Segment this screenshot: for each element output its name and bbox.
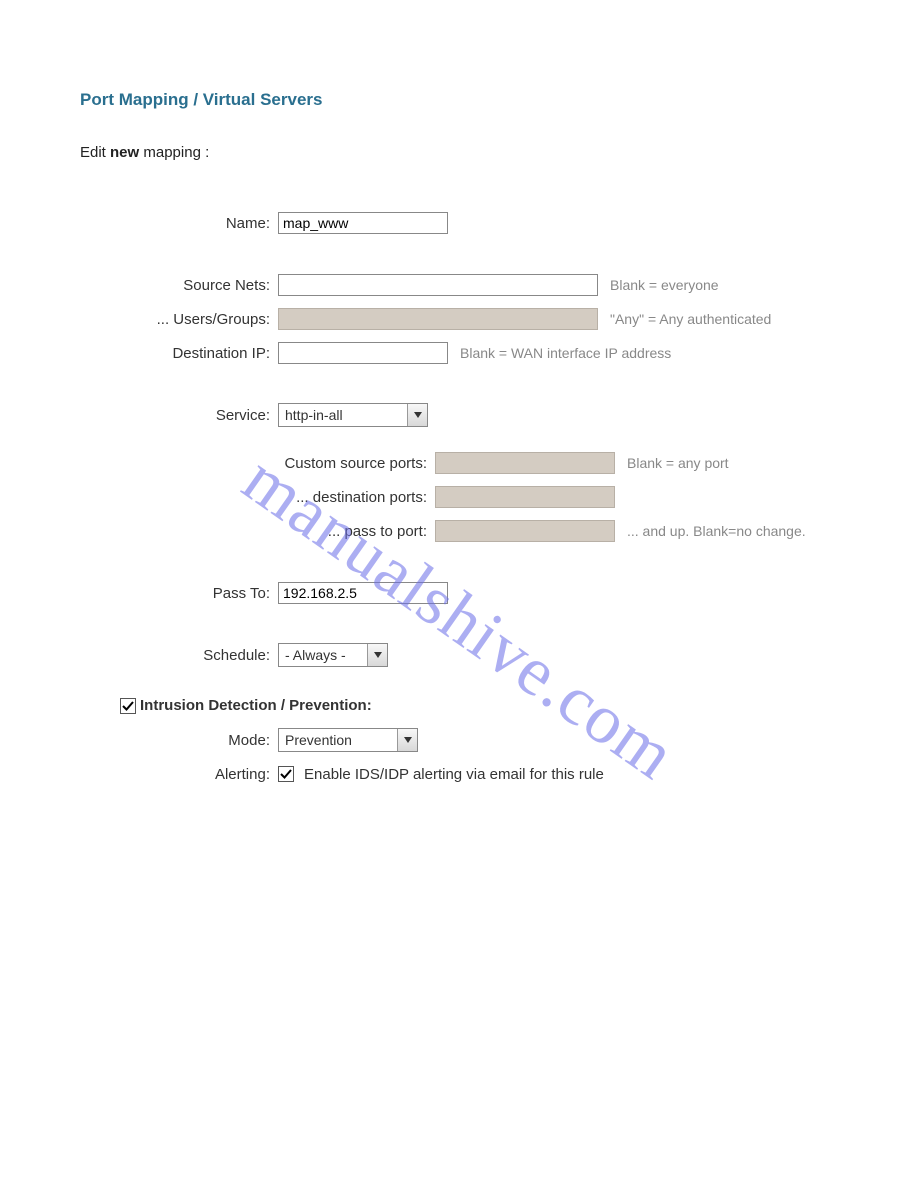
pass-to-port-input	[435, 520, 615, 542]
source-nets-input[interactable]	[278, 274, 598, 296]
alerting-label: Alerting:	[80, 766, 278, 783]
edit-subtitle: Edit new mapping :	[80, 144, 838, 161]
source-nets-hint: Blank = everyone	[610, 277, 719, 293]
subtitle-prefix: Edit	[80, 144, 110, 161]
custom-source-ports-label: Custom source ports:	[80, 455, 435, 472]
pass-to-port-hint: ... and up. Blank=no change.	[627, 523, 806, 539]
idp-section-heading: Intrusion Detection / Prevention:	[120, 697, 838, 714]
pass-to-input[interactable]	[278, 582, 448, 604]
name-input[interactable]	[278, 212, 448, 234]
subtitle-suffix: mapping :	[139, 144, 209, 161]
idp-heading-text: Intrusion Detection / Prevention:	[140, 697, 372, 714]
destination-ip-label: Destination IP:	[80, 345, 278, 362]
schedule-dropdown[interactable]: - Always -	[278, 643, 388, 667]
users-groups-label: ... Users/Groups:	[80, 311, 278, 328]
destination-ip-input[interactable]	[278, 342, 448, 364]
page-title: Port Mapping / Virtual Servers	[80, 90, 838, 110]
service-value: http-in-all	[279, 405, 407, 425]
chevron-down-icon[interactable]	[367, 644, 387, 666]
schedule-label: Schedule:	[80, 647, 278, 664]
users-groups-input	[278, 308, 598, 330]
mode-label: Mode:	[80, 732, 278, 749]
mode-dropdown[interactable]: Prevention	[278, 728, 418, 752]
schedule-value: - Always -	[279, 645, 367, 665]
name-label: Name:	[80, 215, 278, 232]
service-dropdown[interactable]: http-in-all	[278, 403, 428, 427]
destination-ip-hint: Blank = WAN interface IP address	[460, 345, 671, 361]
users-groups-hint: "Any" = Any authenticated	[610, 311, 771, 327]
alerting-checkbox[interactable]	[278, 766, 294, 782]
custom-source-ports-input	[435, 452, 615, 474]
destination-ports-label: ... destination ports:	[80, 489, 435, 506]
idp-checkbox[interactable]	[120, 698, 136, 714]
subtitle-bold: new	[110, 144, 139, 161]
chevron-down-icon[interactable]	[407, 404, 427, 426]
pass-to-label: Pass To:	[80, 585, 278, 602]
chevron-down-icon[interactable]	[397, 729, 417, 751]
mode-value: Prevention	[279, 730, 397, 750]
custom-source-ports-hint: Blank = any port	[627, 455, 729, 471]
alerting-text: Enable IDS/IDP alerting via email for th…	[304, 766, 604, 783]
destination-ports-input	[435, 486, 615, 508]
pass-to-port-label: ... pass to port:	[80, 523, 435, 540]
service-label: Service:	[80, 407, 278, 424]
source-nets-label: Source Nets:	[80, 277, 278, 294]
